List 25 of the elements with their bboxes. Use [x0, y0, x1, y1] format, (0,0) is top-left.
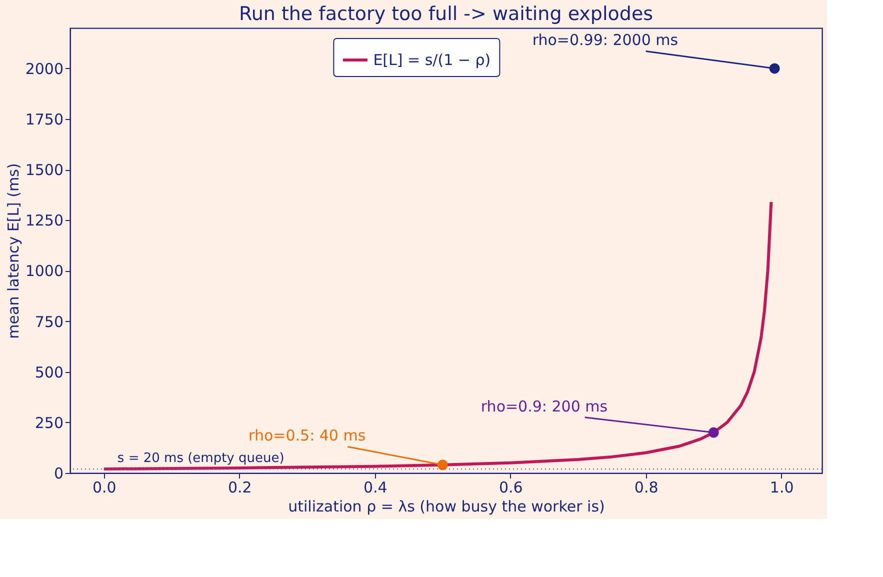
x-tick-label: 0.4	[363, 478, 388, 496]
y-tick-label: 0	[54, 464, 64, 482]
x-axis-title: utilization ρ = λs (how busy the worker is)	[288, 498, 605, 516]
y-tick-label: 2000	[25, 60, 64, 78]
y-tick-label: 1000	[25, 262, 64, 280]
chart-title: Run the factory too full -> waiting explodes	[238, 3, 654, 25]
annotation: rho=0.5: 40 ms	[248, 426, 366, 445]
y-tick-label: 500	[34, 363, 64, 382]
legend-label: E[L] = s/(1 − ρ)	[373, 51, 491, 69]
x-tick-label: 0.0	[92, 478, 116, 496]
line-series	[102, 200, 773, 470]
y-tick-label: 750	[34, 312, 64, 331]
point	[769, 63, 780, 74]
ref-line-label: s = 20 ms (empty queue)	[117, 450, 284, 466]
x-tick-label: 0.8	[634, 478, 658, 496]
y-tick-label: 1250	[25, 212, 64, 230]
y-tick-label: 1750	[25, 110, 64, 129]
x-tick-label: 0.2	[228, 478, 252, 496]
y-tick-label: 250	[34, 414, 64, 432]
x-tick-label: 0.6	[498, 478, 523, 496]
y-axis-title: mean latency E[L] (ms)	[4, 163, 22, 339]
y-tick-label: 1500	[25, 161, 64, 180]
x-tick-label: 1.0	[770, 478, 794, 496]
annotation: rho=0.9: 200 ms	[480, 397, 608, 416]
annotation: rho=0.99: 2000 ms	[532, 31, 678, 50]
